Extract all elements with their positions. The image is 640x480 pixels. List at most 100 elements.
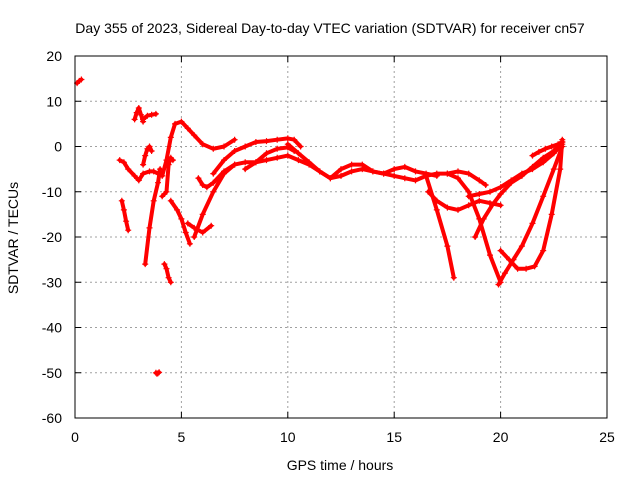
data-point	[510, 256, 517, 263]
data-point	[182, 229, 189, 236]
data-point	[274, 136, 281, 143]
data-point	[487, 188, 493, 195]
data-point	[146, 224, 153, 231]
series-track-5	[140, 110, 159, 123]
data-point	[465, 193, 472, 200]
data-point	[455, 175, 461, 182]
series-trace	[498, 137, 565, 271]
data-point	[508, 179, 515, 186]
data-point	[191, 132, 198, 139]
data-point	[78, 76, 85, 83]
data-point	[199, 229, 206, 236]
data-point	[252, 159, 259, 166]
data-point	[263, 157, 270, 164]
data-point	[148, 111, 155, 118]
data-point	[433, 197, 440, 204]
data-point	[548, 211, 555, 218]
data-point	[221, 157, 227, 164]
series-track-22	[472, 139, 566, 240]
data-point	[274, 145, 281, 152]
y-tick-label: -30	[42, 274, 62, 290]
data-point	[444, 170, 451, 177]
data-point	[529, 152, 536, 159]
data-point	[142, 152, 149, 159]
data-point	[391, 166, 398, 173]
data-point	[369, 168, 376, 175]
data-point	[540, 154, 547, 161]
data-point	[548, 143, 555, 150]
data-point	[155, 370, 161, 377]
data-point	[535, 148, 542, 155]
data-point	[140, 170, 147, 177]
data-point	[174, 206, 181, 213]
y-tick-label: -40	[42, 320, 62, 336]
data-point	[518, 243, 525, 250]
x-tick-label: 15	[386, 429, 402, 445]
data-point	[348, 161, 355, 168]
data-point	[497, 184, 504, 191]
data-point	[348, 168, 355, 175]
data-point	[482, 182, 489, 188]
data-point	[433, 206, 440, 213]
data-point	[476, 197, 483, 204]
series-track-4	[131, 105, 147, 125]
series-trace	[445, 171, 503, 285]
data-point	[156, 369, 163, 376]
x-tick-label: 20	[493, 429, 509, 445]
series-trace	[496, 144, 565, 287]
data-point	[163, 265, 170, 272]
data-point	[359, 161, 366, 168]
data-point	[487, 252, 493, 259]
data-point	[316, 168, 323, 175]
data-point	[401, 163, 408, 170]
data-point	[242, 143, 249, 150]
series-track-10	[159, 154, 176, 200]
y-tick-label: 0	[54, 139, 62, 155]
data-point	[412, 177, 419, 184]
data-point	[444, 243, 451, 250]
data-point	[455, 206, 461, 213]
data-point	[210, 145, 217, 152]
x-axis-label: GPS time / hours	[287, 457, 394, 473]
y-tick-label: -20	[42, 229, 62, 245]
chart-title: Day 355 of 2023, Sidereal Day-to-day VTE…	[75, 20, 585, 36]
data-point	[120, 206, 127, 213]
data-point	[391, 172, 398, 179]
data-point	[125, 227, 132, 234]
data-point	[163, 188, 170, 195]
series-trace	[119, 198, 131, 233]
data-point	[495, 281, 502, 288]
data-point	[284, 152, 291, 159]
data-point	[184, 220, 191, 227]
data-point	[295, 157, 302, 164]
data-point	[501, 270, 508, 277]
data-point	[172, 120, 178, 127]
data-point	[529, 220, 536, 227]
series-track-20	[444, 170, 504, 286]
data-point	[178, 118, 185, 125]
data-point	[148, 148, 155, 154]
x-tick-label: 0	[71, 429, 79, 445]
data-point	[131, 116, 138, 123]
data-point	[433, 170, 440, 177]
data-point	[118, 197, 125, 204]
data-point	[231, 148, 238, 154]
data-point	[540, 247, 547, 254]
data-point	[263, 138, 270, 145]
series-trace	[285, 142, 439, 181]
data-point	[412, 168, 419, 175]
data-point	[295, 150, 302, 157]
data-point	[161, 261, 168, 268]
data-point	[523, 265, 530, 272]
data-point	[157, 166, 164, 173]
data-point	[542, 145, 549, 152]
data-point	[476, 191, 483, 197]
data-point	[252, 139, 259, 145]
gridlines	[75, 56, 607, 418]
data-points	[74, 76, 566, 377]
data-point	[138, 111, 144, 118]
series-track-15	[210, 135, 304, 177]
y-axis-label: SDTVAR / TECUs	[5, 182, 21, 294]
data-point	[144, 112, 151, 119]
data-point	[465, 170, 472, 177]
